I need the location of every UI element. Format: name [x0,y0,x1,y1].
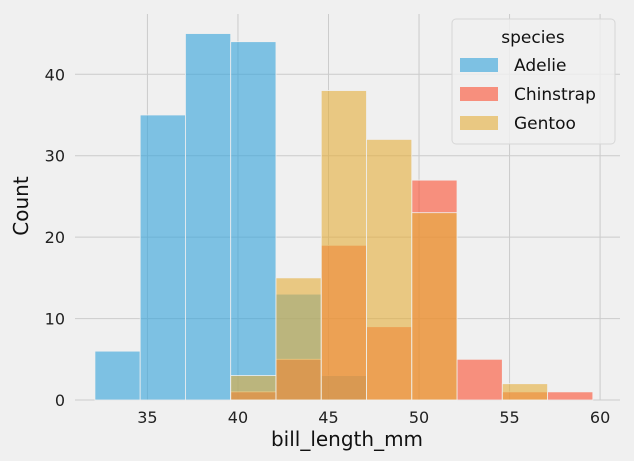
bar-chinstrap [547,391,594,401]
bar-gentoo [230,375,277,401]
y-tick-label: 10 [45,310,65,329]
legend-title: species [501,28,565,48]
legend-swatch-adelie [460,58,498,72]
legend-swatch-chinstrap [460,87,498,101]
bar-adelie [185,33,232,401]
legend-label-adelie: Adelie [514,56,567,76]
x-axis-label: bill_length_mm [271,427,423,451]
legend: species Adelie Chinstrap Gentoo [451,18,616,145]
y-tick-label: 20 [45,228,65,247]
bar-adelie [230,41,277,401]
bar-gentoo [320,90,367,401]
legend-box [451,18,616,145]
histogram-bars [94,33,594,401]
y-axis-label: Count [9,176,33,236]
bar-gentoo [411,212,458,401]
x-tick-label: 45 [318,408,338,427]
y-tick-label: 0 [55,391,65,410]
x-tick-label: 40 [228,408,248,427]
bar-adelie [139,114,186,401]
bar-gentoo [275,277,322,401]
legend-swatch-gentoo [460,116,498,130]
x-tick-label: 60 [590,408,610,427]
bar-adelie [94,350,141,401]
bar-gentoo [366,139,413,401]
y-tick-label: 40 [45,65,65,84]
x-tick-label: 50 [409,408,429,427]
legend-label-gentoo: Gentoo [514,114,576,134]
bar-chinstrap [456,358,503,401]
y-tick-label: 30 [45,147,65,166]
bar-gentoo [501,383,548,401]
legend-label-chinstrap: Chinstrap [514,85,596,105]
x-tick-label: 35 [137,408,157,427]
x-tick-label: 55 [499,408,519,427]
tick-labels: 35 40 45 50 55 60 0 10 20 30 40 [45,65,611,427]
